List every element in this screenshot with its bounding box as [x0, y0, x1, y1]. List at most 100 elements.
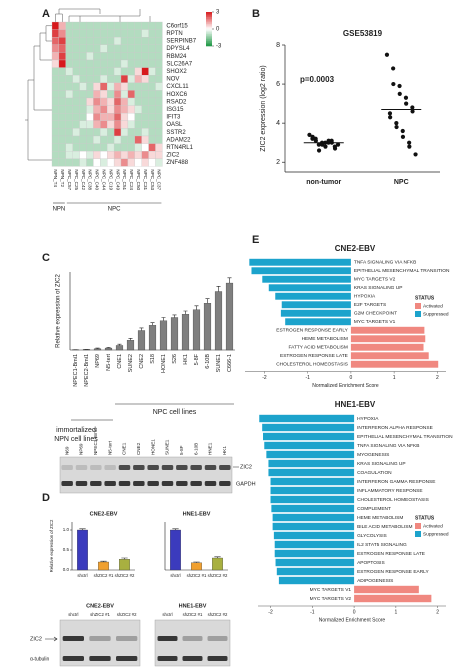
data-point [388, 115, 393, 120]
heatmap-cell [72, 67, 80, 76]
y-axis-label: Relative expression of ZIC2 [56, 273, 62, 347]
blot-arrow [45, 636, 58, 642]
heatmap-cell [93, 75, 101, 83]
heatmap-cell [107, 120, 115, 129]
bar [266, 450, 355, 459]
heatmap-cell [148, 90, 156, 99]
heatmap-cell [93, 128, 101, 137]
data-point [391, 81, 396, 87]
heatmap-cell [127, 151, 135, 159]
heatmap-cell [148, 75, 156, 83]
colorbar-segment [206, 42, 212, 45]
heatmap-cell [86, 158, 94, 167]
error-bar [193, 561, 200, 563]
colorbar-segment [206, 37, 212, 40]
data-point [313, 138, 318, 143]
heatmap-cell [86, 29, 94, 38]
x-tick-label: 2 [436, 609, 439, 615]
column-label: NPC_C24 [129, 169, 134, 190]
lane-label: HNE1 [208, 442, 213, 455]
blot-band [219, 481, 231, 486]
x-tick-label: S18 [150, 354, 156, 364]
heatmap-cell [127, 128, 135, 137]
heatmap-cell [72, 75, 80, 83]
heatmap-cell [107, 113, 115, 121]
y-tick-label: 2 [276, 159, 280, 166]
column-label: NPN_T4 [53, 169, 58, 187]
blot-band [104, 465, 116, 470]
blot-band [147, 481, 159, 486]
lane-label: shZIC2 #1 [90, 612, 110, 617]
bar-label: ESTROGEN RESPONSE LATE [280, 353, 348, 359]
data-point [332, 146, 338, 151]
heatmap-cell [127, 82, 135, 91]
heatmap-cell [120, 113, 129, 121]
heatmap-cell [141, 120, 149, 129]
heatmap-cell [107, 52, 115, 61]
x-tick-label: N5-tert [106, 354, 112, 371]
heatmap-cell [72, 135, 80, 144]
y-axis-label: ZIC2 expression (log2 ratio) [260, 65, 267, 151]
blot-band [161, 481, 174, 486]
bar [273, 531, 355, 540]
bar [271, 504, 355, 513]
heatmap-cell [65, 59, 73, 68]
heatmap-cell [113, 97, 122, 106]
data-point [410, 105, 415, 110]
heatmap-cell [127, 158, 135, 167]
row-label: C6orf15 [166, 23, 188, 29]
heatmap-cell [86, 52, 94, 61]
heatmap-cell [72, 143, 80, 152]
error-bar [161, 317, 166, 321]
heatmap-cell [65, 75, 73, 83]
group-label: NPC [108, 207, 121, 213]
heatmap-cell [65, 143, 73, 152]
heatmap-cell [100, 37, 108, 45]
lane-label: shctrl [68, 612, 78, 617]
heatmap-cell [148, 113, 156, 121]
heatmap-cell [148, 82, 156, 91]
heatmap-cell [51, 128, 60, 137]
bar [263, 432, 355, 441]
heatmap-cell [113, 59, 122, 68]
column-label: NPC_C25 [74, 169, 79, 190]
bar-label: CHOLESTEROL HOMEOSTASIS [357, 497, 429, 503]
heatmap-cell [58, 135, 66, 144]
row-label: DPYSL4 [166, 46, 190, 52]
blot-band [133, 465, 145, 470]
heatmap-cell [134, 44, 142, 53]
bar-label: MYC TARGETS V1 [354, 319, 396, 325]
legend-title: STATUS [415, 295, 435, 301]
heatmap-cell [65, 82, 73, 91]
heatmap-cell [148, 44, 156, 53]
heatmap-cell [134, 90, 142, 99]
heatmap-cell [127, 143, 135, 152]
heatmap-cell [113, 37, 122, 45]
blot-band [62, 656, 84, 661]
heatmap-cell [100, 67, 108, 76]
heatmap-cell [113, 143, 122, 152]
heatmap-cell [107, 44, 115, 53]
x-tick-label: 0 [350, 375, 353, 381]
row-label: SHOX2 [166, 69, 187, 75]
lane-label: 6-10B [193, 443, 198, 455]
heatmap-cell [51, 67, 60, 76]
bar [350, 326, 425, 334]
heatmap-cell [148, 59, 156, 68]
bar [350, 360, 439, 368]
x-tick-label: shZIC2 #2 [115, 573, 135, 578]
blot-band [161, 465, 174, 470]
heatmap-cell [51, 82, 60, 91]
heatmap-cell [65, 52, 73, 61]
bar-label: HEME METABOLISM [357, 515, 403, 521]
heatmap-cell [58, 120, 66, 129]
heatmap-cell [51, 52, 60, 61]
heatmap-cell [100, 158, 108, 167]
row-label: SLC26A7 [166, 61, 192, 67]
heatmap-cell [148, 120, 156, 129]
heatmap-cell [120, 82, 129, 91]
legend-swatch [415, 531, 421, 537]
heatmap-cell [86, 59, 94, 68]
bar [225, 282, 234, 351]
